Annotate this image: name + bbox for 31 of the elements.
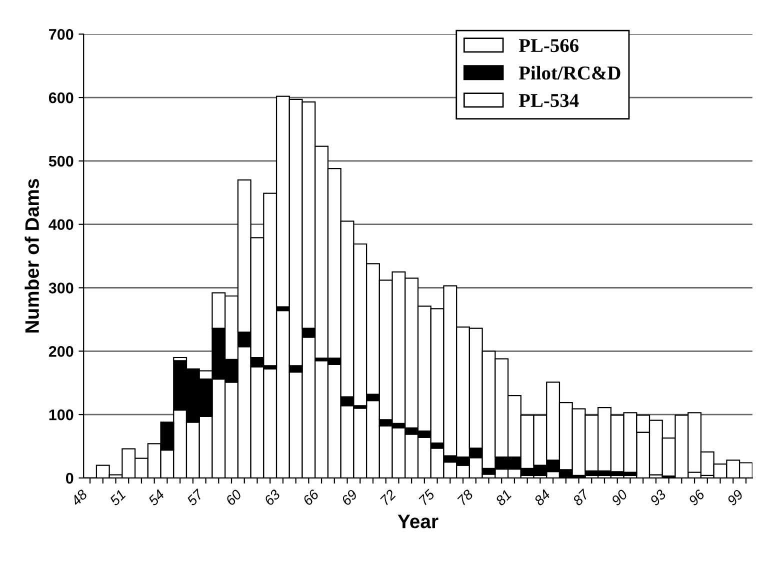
x-tick-label: 99: [726, 488, 744, 506]
x-tick-label: 93: [649, 488, 667, 506]
legend-label: PL-566: [518, 39, 579, 52]
legend-label: Pilot/RC&D: [518, 66, 620, 80]
y-tick-label: 200: [48, 346, 74, 357]
x-tick-label: 72: [380, 488, 397, 506]
y-tick-label: 600: [48, 92, 74, 104]
y-tick-label: 700: [49, 29, 74, 40]
y-tick-label: 0: [66, 472, 74, 484]
legend-label: PL-534: [518, 94, 579, 108]
y-tick-label: 500: [48, 156, 74, 167]
x-tick-label: 60: [225, 488, 242, 506]
x-tick-label: 57: [186, 488, 204, 506]
x-tick-label: 90: [610, 488, 628, 506]
x-tick-label: 81: [494, 489, 512, 506]
x-tick-label: 69: [340, 488, 358, 506]
y-tick-label: 100: [49, 409, 74, 420]
y-axis-title: Number of Dams: [24, 179, 39, 333]
y-tick-label: 300: [48, 282, 74, 294]
x-tick-label: 75: [418, 488, 436, 506]
x-axis-title: Year: [398, 514, 438, 528]
x-tick-label: 78: [457, 488, 474, 506]
x-tick-label: 87: [572, 488, 590, 506]
x-tick-label: 84: [533, 489, 551, 506]
y-tick-label: 400: [48, 219, 74, 230]
x-tick-label: 48: [70, 488, 88, 506]
x-tick-label: 96: [688, 488, 706, 506]
x-tick-label: 54: [148, 489, 165, 506]
x-tick-label: 63: [264, 488, 281, 506]
x-tick-label: 51: [109, 490, 126, 506]
x-tick-label: 66: [302, 488, 320, 506]
